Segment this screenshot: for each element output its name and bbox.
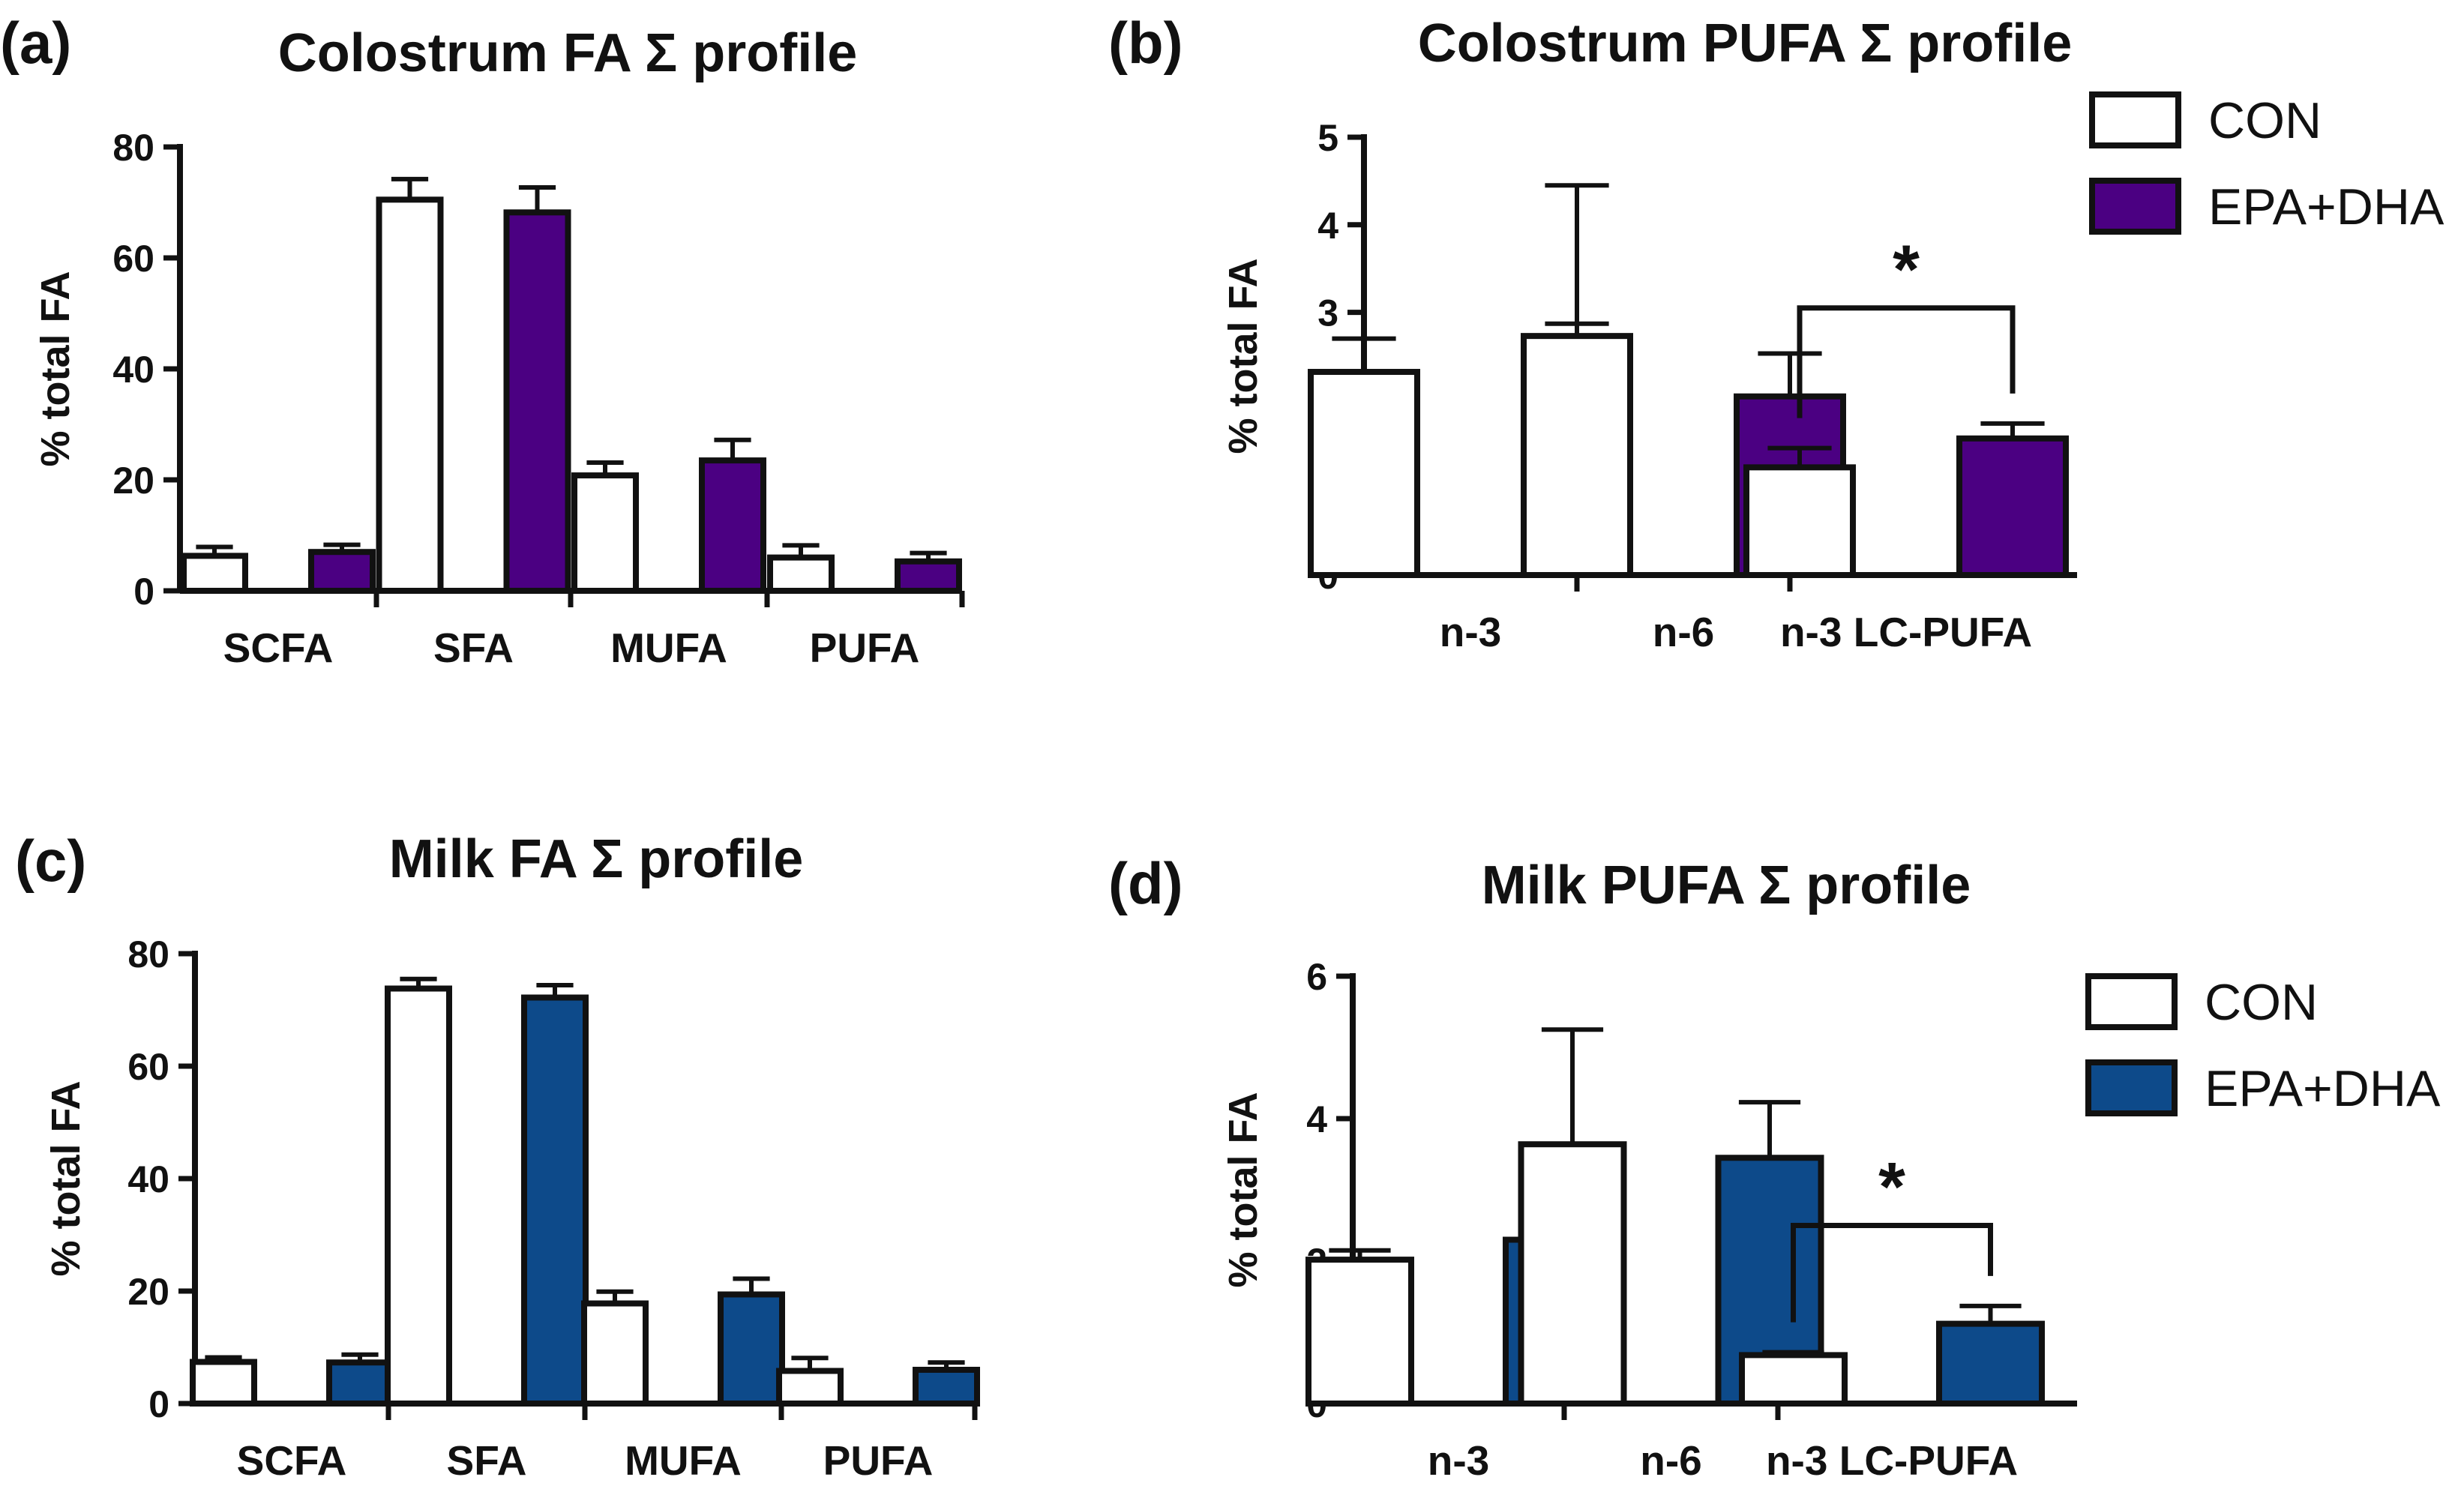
y-tick-label: 6 [1306, 956, 1327, 998]
significance-star: * [1878, 1149, 1905, 1226]
legend: CON EPA+DHA [2089, 91, 2445, 235]
bar-con-n-6 [1518, 1141, 1627, 1407]
y-tick-label: 80 [127, 933, 169, 975]
legend-swatch-con [2085, 973, 2178, 1030]
bar-con-sfa [376, 196, 444, 594]
y-tick-label: 0 [133, 571, 154, 613]
x-tick-label: n-3 [1428, 1437, 1490, 1484]
bar-epa-dha-sfa [521, 994, 589, 1407]
x-tick-label: n-3 LC-PUFA [1766, 1437, 2018, 1484]
bar-con-n-3 [1305, 1257, 1414, 1407]
legend-swatch-epa-dha [2089, 178, 2181, 235]
x-tick-label: SCFA [237, 1437, 347, 1484]
bar-epa-dha-n-3-lc-pufa [1956, 435, 2069, 578]
y-axis-label: % total FA [1221, 1092, 1266, 1287]
bar-epa-dha-mufa [699, 457, 766, 594]
x-tick-label: n-3 LC-PUFA [1780, 609, 2032, 655]
panel-label: (d) [1108, 850, 1183, 916]
x-tick-label: SFA [447, 1437, 527, 1484]
y-tick-label: 80 [112, 127, 154, 169]
bar-epa-dha-n-3-lc-pufa [1936, 1320, 2045, 1407]
bar-con-mufa [571, 472, 639, 595]
bar-con-pufa [776, 1368, 844, 1407]
panel-label: (b) [1108, 10, 1183, 76]
bar-con-n-3-lc-pufa [1743, 464, 1856, 578]
x-tick-label: n-3 [1440, 609, 1502, 655]
panel-label: (a) [0, 10, 71, 76]
legend-label: EPA+DHA [2208, 178, 2445, 235]
chart-panel-d: (d)Milk PUFA Σ profile% total FA0246n-3n… [1108, 850, 2441, 1484]
bar-con-scfa [190, 1359, 257, 1407]
x-tick-label: SFA [433, 625, 514, 671]
y-tick-label: 60 [112, 238, 154, 280]
legend-label: EPA+DHA [2205, 1060, 2441, 1117]
bar-epa-dha-pufa [895, 558, 962, 595]
y-tick-label: 20 [127, 1271, 169, 1313]
chart-title: Milk PUFA Σ profile [1482, 855, 1971, 915]
bar-epa-dha-pufa [913, 1367, 980, 1407]
y-tick-label: 3 [1317, 292, 1338, 334]
y-tick-label: 40 [112, 349, 154, 391]
y-axis-label: % total FA [43, 1080, 88, 1276]
y-axis-label: % total FA [33, 271, 78, 466]
significance-bracket [1797, 305, 2016, 418]
y-tick-label: 4 [1317, 205, 1338, 247]
chart-panel-b: (b)Colostrum PUFA Σ profile% total FA012… [1108, 10, 2445, 655]
bar-con-mufa [581, 1300, 649, 1407]
bar-epa-dha-scfa [308, 549, 376, 595]
y-tick-label: 5 [1317, 117, 1338, 159]
bar-con-pufa [767, 554, 835, 594]
y-tick-label: 0 [148, 1383, 169, 1425]
legend: CON EPA+DHA [2085, 973, 2441, 1117]
x-tick-label: n-6 [1640, 1437, 1702, 1484]
x-tick-label: n-6 [1653, 609, 1715, 655]
legend-swatch-epa-dha [2085, 1059, 2178, 1116]
legend-label: CON [2205, 974, 2318, 1031]
panel-label: (c) [15, 828, 86, 894]
x-tick-label: PUFA [810, 625, 920, 671]
bar-epa-dha-mufa [718, 1291, 785, 1407]
bar-con-n-3-lc-pufa [1739, 1352, 1848, 1407]
chart-title: Colostrum FA Σ profile [278, 23, 858, 83]
x-tick-label: MUFA [625, 1437, 742, 1484]
x-tick-label: PUFA [823, 1437, 934, 1484]
chart-title: Colostrum PUFA Σ profile [1418, 13, 2073, 73]
significance-bracket [1791, 1223, 1993, 1323]
x-tick-label: MUFA [610, 625, 727, 671]
x-tick-label: SCFA [223, 625, 334, 671]
bar-con-n-3 [1308, 369, 1420, 578]
legend-label: CON [2208, 92, 2322, 149]
significance-star: * [1893, 232, 1920, 308]
y-tick-label: 40 [127, 1158, 169, 1200]
y-tick-label: 20 [112, 460, 154, 502]
legend-swatch-con [2089, 91, 2181, 148]
y-tick-label: 60 [127, 1046, 169, 1088]
bar-epa-dha-sfa [503, 209, 571, 594]
bar-epa-dha-scfa [326, 1359, 394, 1407]
bar-con-sfa [385, 985, 452, 1407]
bar-con-scfa [181, 553, 248, 595]
bar-con-n-6 [1521, 333, 1633, 578]
chart-title: Milk FA Σ profile [389, 829, 804, 889]
y-axis-label: % total FA [1221, 258, 1266, 454]
chart-panel-a: (a) Colostrum FA Σ profile % total FA 0 20 40… [0, 10, 965, 671]
y-tick-label: 4 [1306, 1098, 1327, 1140]
chart-panel-c: (c) Milk FA Σ profile % total FA 0 20 40 60 80 S… [15, 828, 980, 1484]
